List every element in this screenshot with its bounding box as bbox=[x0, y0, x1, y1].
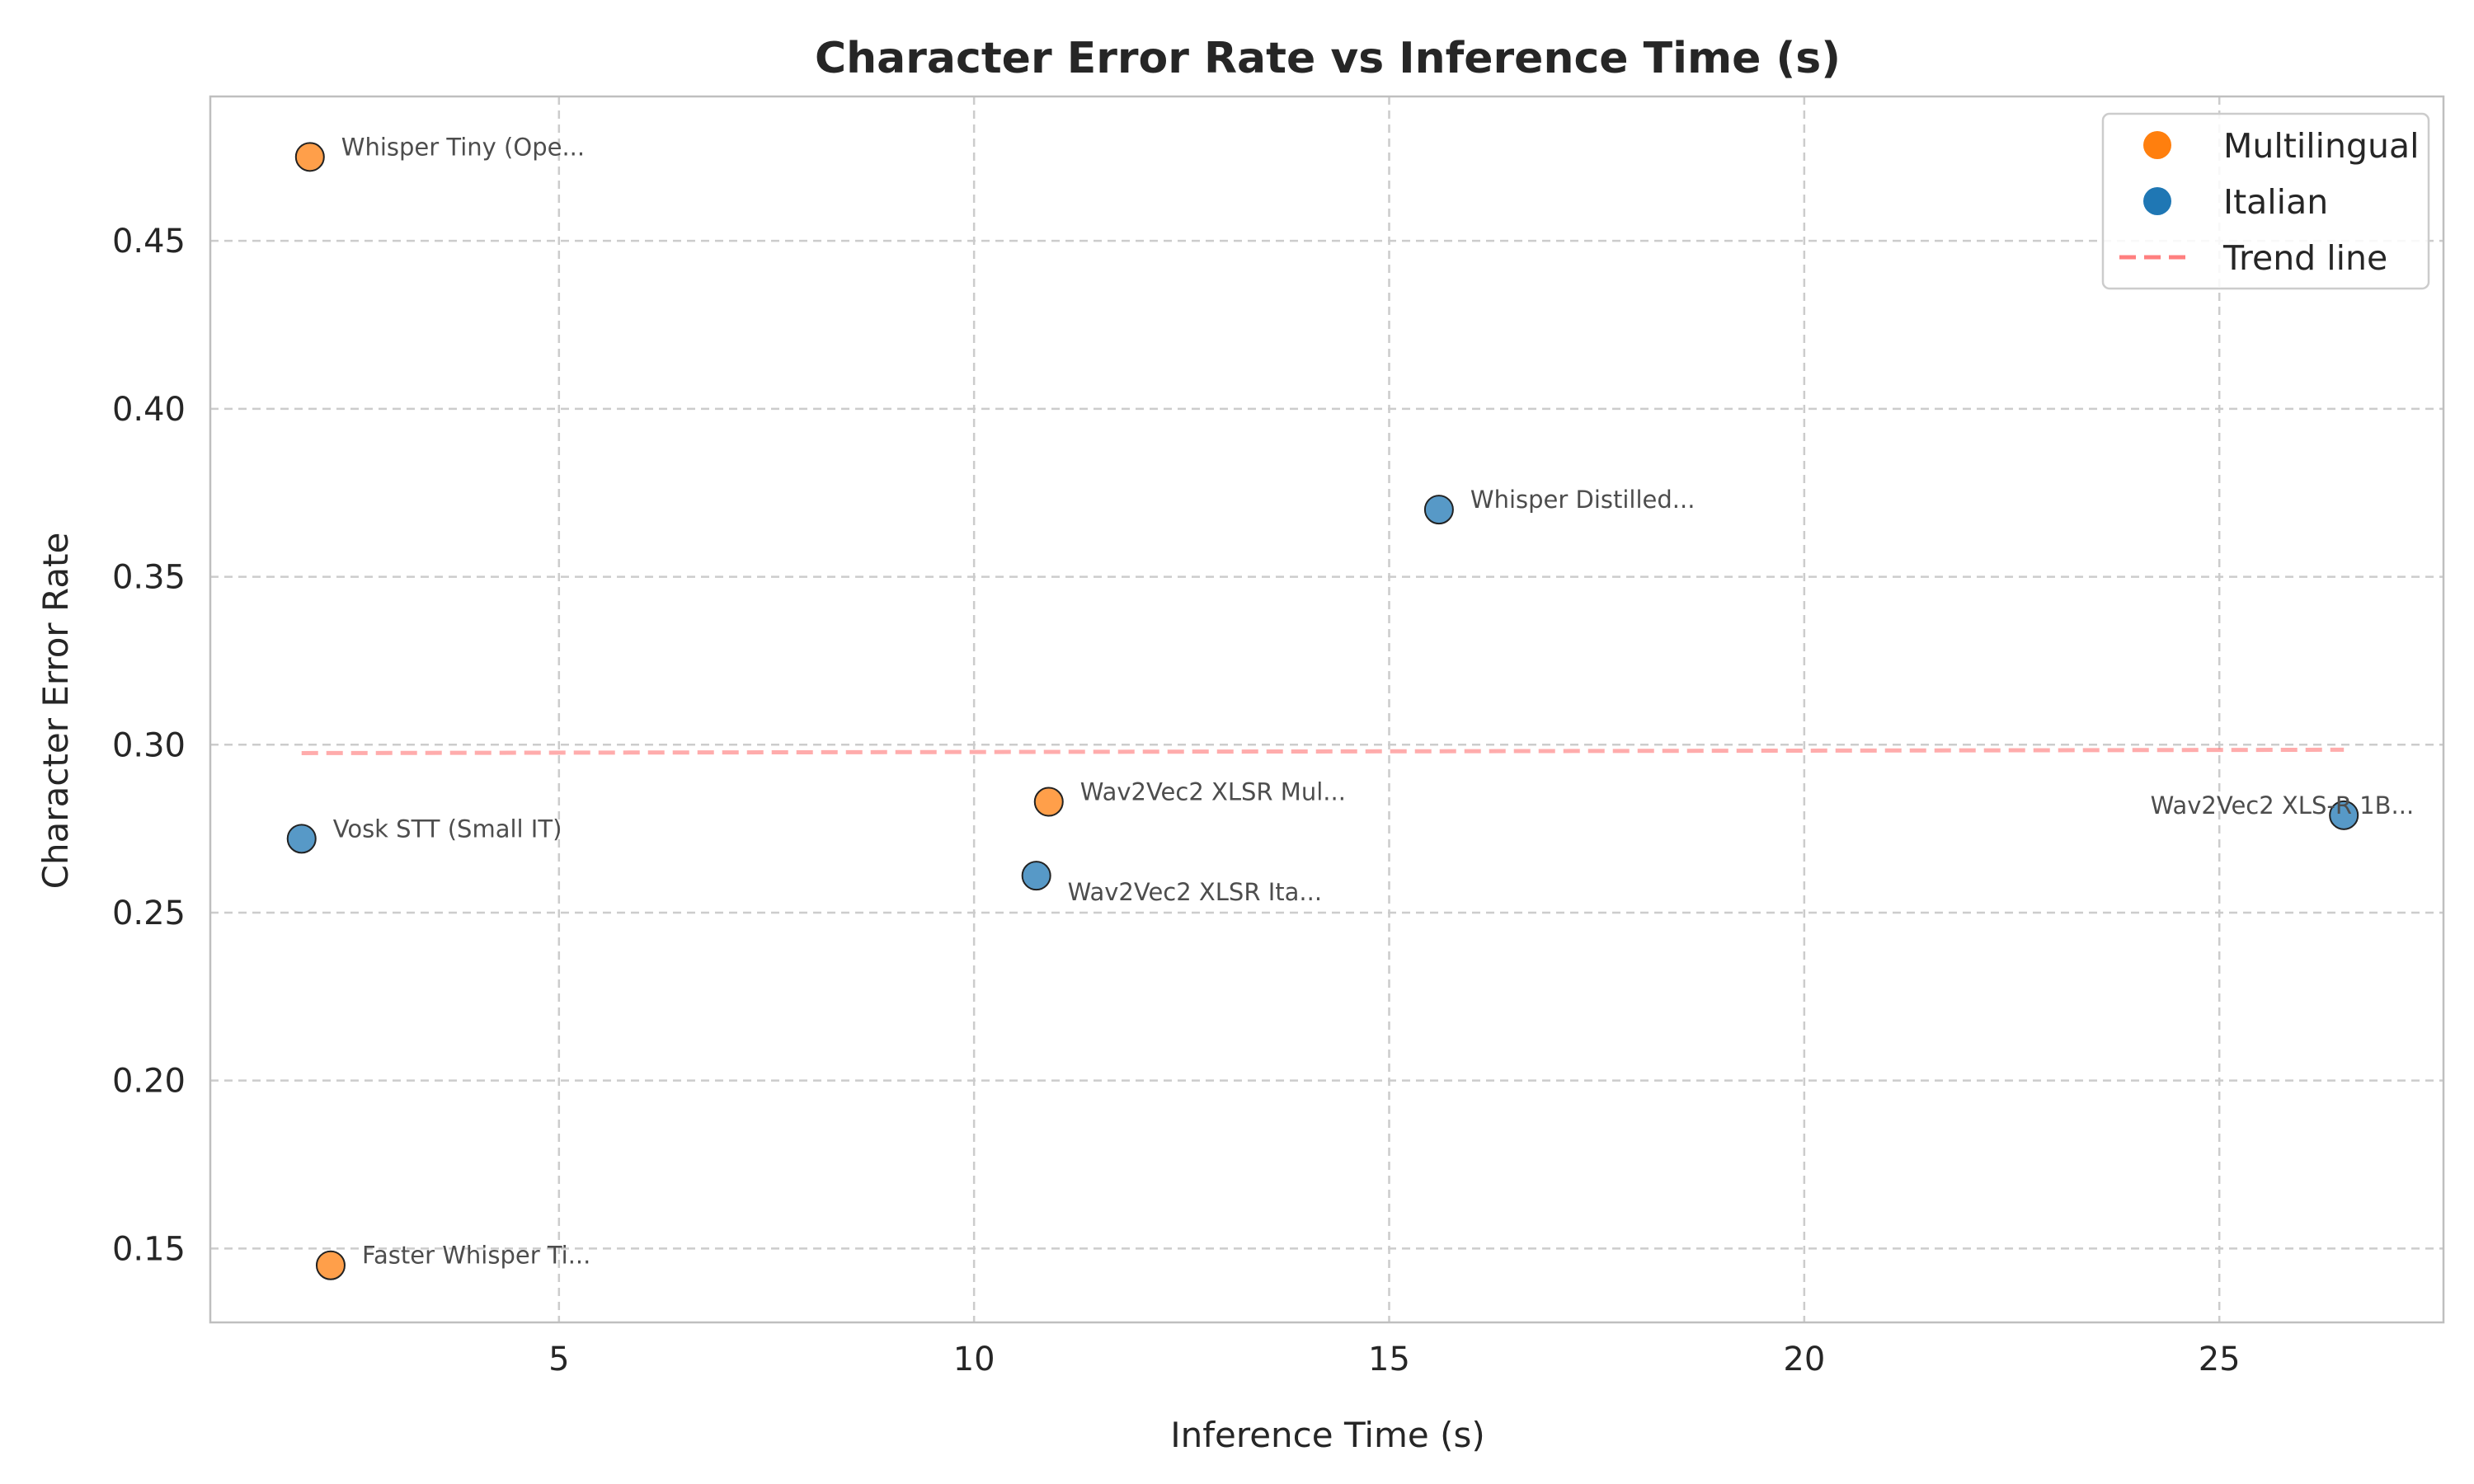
y-tick-label: 0.20 bbox=[112, 1063, 186, 1101]
scatter-point bbox=[2329, 800, 2359, 830]
x-tick-label: 5 bbox=[548, 1341, 569, 1378]
x-tick-label: 20 bbox=[1783, 1341, 1825, 1378]
point-label: Wav2Vec2 XLSR Mul... bbox=[1080, 778, 1346, 806]
point-label: Wav2Vec2 XLSR Ita... bbox=[1068, 878, 1322, 906]
legend-label: Italian bbox=[2223, 182, 2328, 222]
x-axis-label: Inference Time (s) bbox=[1170, 1415, 1485, 1455]
y-tick-label: 0.30 bbox=[112, 726, 186, 764]
y-tick-label: 0.35 bbox=[112, 559, 186, 597]
y-tick-label: 0.15 bbox=[112, 1230, 186, 1268]
legend-frame bbox=[2101, 112, 2430, 290]
point-labels-layer: Whisper Tiny (Ope... Wav2Vec2 XLSR Mul...… bbox=[333, 133, 2414, 1269]
points-layer bbox=[286, 142, 2359, 1280]
legend-label: Trend line bbox=[2222, 238, 2387, 278]
ticks-layer: 5 10 15 20 25 0.15 0.20 0.25 0.30 0.35 0.40 0.45 bbox=[112, 223, 2241, 1378]
scatter-point bbox=[1423, 495, 1454, 525]
trend-line bbox=[301, 747, 2345, 755]
scatter-point bbox=[286, 824, 317, 854]
x-tick-label: 10 bbox=[953, 1341, 995, 1378]
legend-label: Multilingual bbox=[2223, 126, 2420, 166]
chart-title: Character Error Rate vs Inference Time (… bbox=[815, 34, 1841, 83]
point-label: Whisper Distilled... bbox=[1470, 486, 1696, 514]
scatter-point bbox=[294, 142, 325, 172]
x-tick-label: 25 bbox=[2199, 1341, 2241, 1378]
point-label: Vosk STT (Small IT) bbox=[333, 815, 562, 843]
y-tick-label: 0.40 bbox=[112, 391, 186, 429]
grid-layer bbox=[210, 96, 2443, 1322]
y-tick-label: 0.25 bbox=[112, 895, 186, 932]
scatter-point bbox=[1021, 861, 1051, 891]
scatter-point bbox=[315, 1250, 346, 1280]
legend-marker bbox=[2143, 187, 2171, 215]
point-label: Wav2Vec2 XLS-R 1B... bbox=[2151, 791, 2415, 819]
point-label: Whisper Tiny (Ope... bbox=[341, 133, 585, 161]
trend-layer bbox=[301, 747, 2345, 755]
point-label: Faster Whisper Ti... bbox=[362, 1242, 590, 1270]
legend-marker bbox=[2143, 131, 2171, 159]
legend: Multilingual Italian Trend line bbox=[2101, 112, 2430, 290]
y-tick-label: 0.45 bbox=[112, 223, 186, 261]
y-axis-label: Character Error Rate bbox=[35, 533, 76, 890]
plot-frame bbox=[209, 95, 2445, 1324]
x-tick-label: 15 bbox=[1368, 1341, 1410, 1378]
scatter-point bbox=[1033, 787, 1064, 817]
